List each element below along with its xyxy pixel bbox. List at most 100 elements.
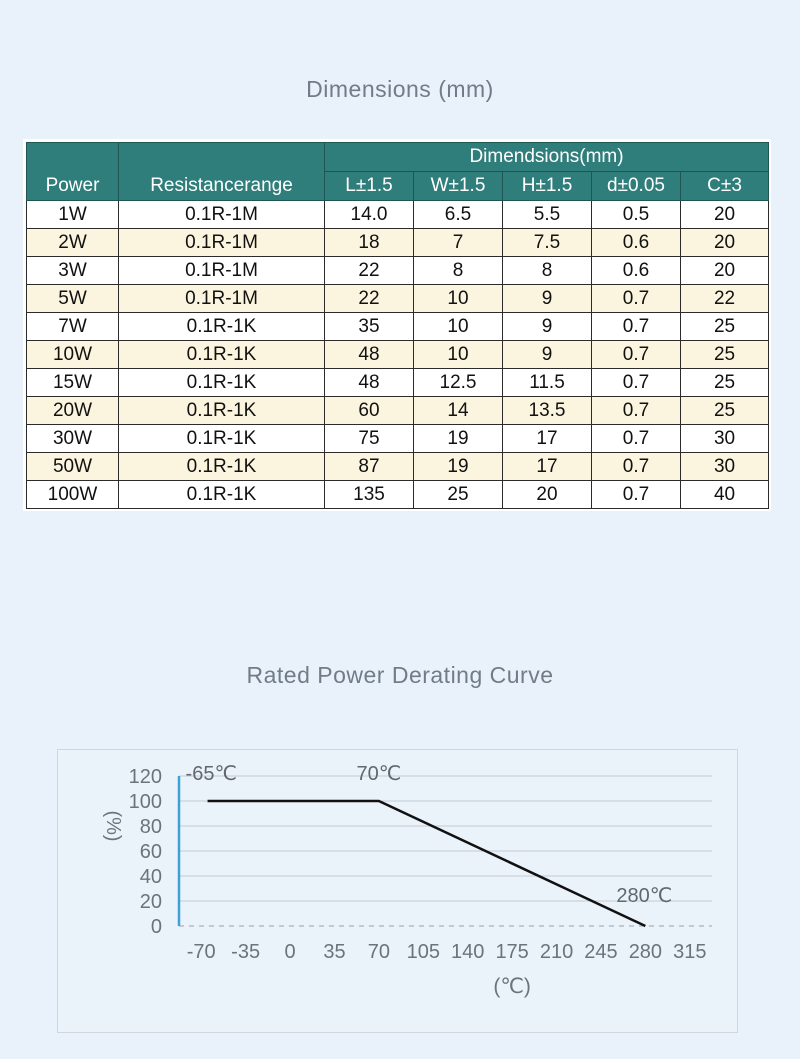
cell-resistance: 0.1R-1M [118,200,325,229]
y-tick-label: 0 [151,916,162,938]
x-axis-label: (℃) [493,975,531,998]
chart-frame [57,749,738,1033]
annotation-label: 70℃ [357,763,402,785]
cell-c: 25 [679,340,770,369]
cell-power: 10W [26,340,119,369]
cell-diameter: 0.7 [591,480,681,509]
cell-height: 17 [502,452,592,481]
cell-c: 25 [679,312,770,341]
derating-curve-line [207,799,646,928]
cell-diameter: 0.7 [591,452,681,481]
cell-power: 5W [26,284,119,313]
annotation-label: -65℃ [186,763,237,785]
cell-diameter: 0.7 [591,424,681,453]
dimensions-title: Dimensions (mm) [306,76,494,102]
table-row: 10W 0.1R-1K 48 10 9 0.7 25 [26,340,770,369]
annotation-label: 280℃ [616,885,672,907]
table-row: 3W 0.1R-1M 22 8 8 0.6 20 [26,256,770,285]
cell-height: 8 [502,256,592,285]
cell-width: 25 [413,480,503,509]
x-tick-label: 140 [451,941,484,963]
cell-diameter: 0.7 [591,396,681,425]
x-tick-label: 280 [629,941,662,963]
cell-power: 3W [26,256,119,285]
cell-height: 9 [502,312,592,341]
cell-height: 9 [502,340,592,369]
derating-curve-title: Rated Power Derating Curve [246,662,554,688]
cell-resistance: 0.1R-1K [118,368,325,397]
header-length: L±1.5 [324,171,414,201]
cell-width: 12.5 [413,368,503,397]
cell-height: 7.5 [502,228,592,257]
cell-resistance: 0.1R-1K [118,396,325,425]
y-axis-label: (%) [102,810,124,841]
table-row: 100W 0.1R-1K 135 25 20 0.7 40 [26,480,770,509]
cell-width: 10 [413,312,503,341]
table-row: 20W 0.1R-1K 60 14 13.5 0.7 25 [26,396,770,425]
header-power: Power [26,142,119,201]
y-tick-label: 80 [140,816,162,838]
cell-length: 35 [324,312,414,341]
cell-height: 20 [502,480,592,509]
x-tick-label: 210 [540,941,573,963]
cell-c: 20 [679,200,770,229]
y-tick-label: 40 [140,866,162,888]
header-width: W±1.5 [413,171,503,201]
cell-length: 60 [324,396,414,425]
cell-length: 135 [324,480,414,509]
x-tick-label: 70 [368,941,390,963]
cell-diameter: 0.6 [591,228,681,257]
cell-c: 30 [679,424,770,453]
y-tick-label: 120 [129,766,162,788]
cell-length: 22 [324,284,414,313]
header-resistance: Resistancerange [118,142,325,201]
header-dimensions-group: Dimendsions(mm) [323,142,770,172]
x-tick-label: 175 [495,941,528,963]
cell-power: 7W [26,312,119,341]
cell-width: 10 [413,340,503,369]
cell-resistance: 0.1R-1K [118,312,325,341]
cell-width: 7 [413,228,503,257]
cell-diameter: 0.7 [591,368,681,397]
cell-c: 40 [679,480,770,509]
table-row: 5W 0.1R-1M 22 10 9 0.7 22 [26,284,770,313]
cell-diameter: 0.5 [591,200,681,229]
cell-power: 30W [26,424,119,453]
cell-c: 22 [679,284,770,313]
cell-length: 14.0 [324,200,414,229]
cell-power: 20W [26,396,119,425]
cell-width: 8 [413,256,503,285]
x-tick-label: 315 [673,941,706,963]
cell-resistance: 0.1R-1M [118,256,325,285]
cell-c: 25 [679,396,770,425]
cell-length: 18 [324,228,414,257]
table-row: 2W 0.1R-1M 18 7 7.5 0.6 20 [26,228,770,257]
cell-width: 6.5 [413,200,503,229]
header-c: C±3 [679,171,770,201]
table-row: 15W 0.1R-1K 48 12.5 11.5 0.7 25 [26,368,770,397]
cell-length: 48 [324,368,414,397]
cell-diameter: 0.6 [591,256,681,285]
cell-length: 48 [324,340,414,369]
cell-c: 25 [679,368,770,397]
cell-width: 19 [413,424,503,453]
cell-power: 100W [26,480,119,509]
cell-c: 20 [679,256,770,285]
y-tick-label: 100 [129,791,162,813]
table-body: 1W 0.1R-1M 14.0 6.5 5.5 0.5 20 2W 0.1R-1M 18 7 7.5 0… [26,200,770,509]
table-row: 1W 0.1R-1M 14.0 6.5 5.5 0.5 20 [26,200,770,229]
cell-power: 15W [26,368,119,397]
cell-width: 19 [413,452,503,481]
cell-power: 50W [26,452,119,481]
cell-height: 9 [502,284,592,313]
cell-diameter: 0.7 [591,312,681,341]
cell-resistance: 0.1R-1K [118,424,325,453]
cell-resistance: 0.1R-1K [118,480,325,509]
header-height: H±1.5 [502,171,592,201]
cell-diameter: 0.7 [591,284,681,313]
cell-c: 30 [679,452,770,481]
cell-resistance: 0.1R-1K [118,340,325,369]
cell-height: 17 [502,424,592,453]
derating-chart: 0 20 40 60 80 100 120 -70 -35 0 35 70 105 140 175 210 24… [102,763,712,998]
dimensions-table: Power Resistancerange Dimendsions(mm) L±… [26,142,770,509]
